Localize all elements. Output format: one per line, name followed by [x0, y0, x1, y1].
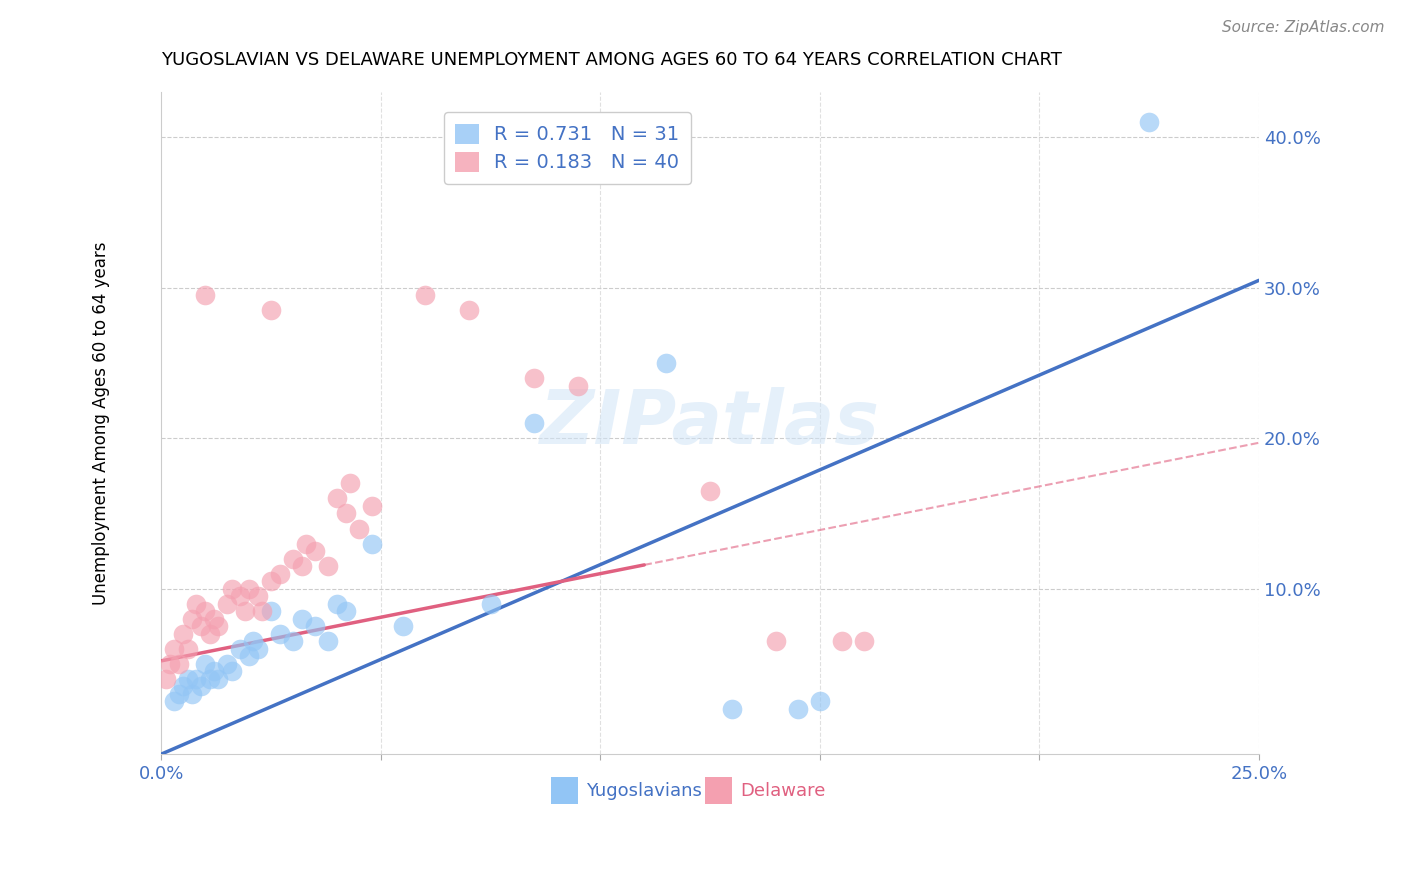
Point: [172, 680, 194, 694]
Point: [198, 672, 221, 686]
Point: [172, 627, 194, 641]
Point: [808, 694, 831, 708]
FancyBboxPatch shape: [704, 777, 733, 804]
Point: [202, 665, 225, 679]
Point: [252, 604, 274, 618]
Point: [260, 574, 283, 589]
Text: YUGOSLAVIAN VS DELAWARE UNEMPLOYMENT AMONG AGES 60 TO 64 YEARS CORRELATION CHART: YUGOSLAVIAN VS DELAWARE UNEMPLOYMENT AMO…: [162, 51, 1062, 70]
Point: [699, 483, 721, 498]
Point: [181, 612, 204, 626]
Point: [304, 544, 326, 558]
Point: [655, 356, 678, 370]
Point: [186, 672, 208, 686]
Point: [207, 672, 229, 686]
Point: [221, 582, 243, 596]
Point: [316, 634, 339, 648]
Point: [229, 589, 252, 603]
Point: [295, 536, 318, 550]
Point: [176, 672, 198, 686]
Point: [361, 499, 384, 513]
Point: [159, 657, 181, 671]
Point: [361, 536, 384, 550]
Point: [167, 657, 190, 671]
Point: [281, 551, 304, 566]
Point: [326, 597, 349, 611]
Point: [479, 597, 502, 611]
Point: [238, 649, 260, 664]
Point: [186, 597, 208, 611]
Point: [229, 641, 252, 656]
Point: [246, 641, 269, 656]
Point: [221, 665, 243, 679]
Point: [523, 371, 546, 385]
Point: [260, 604, 283, 618]
Text: Yugoslavians: Yugoslavians: [586, 781, 702, 799]
Point: [269, 627, 291, 641]
Point: [281, 634, 304, 648]
Point: [457, 303, 479, 318]
Point: [246, 589, 269, 603]
Text: Delaware: Delaware: [740, 781, 825, 799]
Point: [163, 694, 186, 708]
Point: [339, 476, 361, 491]
Point: [198, 627, 221, 641]
Point: [413, 288, 436, 302]
Point: [335, 507, 357, 521]
Point: [202, 612, 225, 626]
Text: Source: ZipAtlas.com: Source: ZipAtlas.com: [1222, 20, 1385, 35]
Point: [155, 672, 177, 686]
Point: [238, 582, 260, 596]
Point: [347, 521, 370, 535]
Point: [291, 612, 314, 626]
Point: [194, 604, 217, 618]
Point: [304, 619, 326, 633]
Point: [852, 634, 875, 648]
Point: [217, 597, 239, 611]
Point: [233, 604, 256, 618]
Point: [316, 559, 339, 574]
Point: [163, 641, 186, 656]
Point: [242, 634, 264, 648]
Legend: R = 0.731   N = 31, R = 0.183   N = 40: R = 0.731 N = 31, R = 0.183 N = 40: [444, 112, 692, 184]
Point: [326, 491, 349, 506]
Point: [176, 641, 198, 656]
Point: [190, 680, 212, 694]
Point: [207, 619, 229, 633]
Point: [523, 416, 546, 430]
Point: [194, 657, 217, 671]
Text: Unemployment Among Ages 60 to 64 years: Unemployment Among Ages 60 to 64 years: [91, 242, 110, 605]
Point: [167, 687, 190, 701]
Point: [1137, 115, 1160, 129]
Point: [831, 634, 853, 648]
FancyBboxPatch shape: [551, 777, 578, 804]
Point: [765, 634, 787, 648]
Point: [190, 619, 212, 633]
Text: ZIPatlas: ZIPatlas: [540, 387, 880, 459]
Point: [260, 303, 283, 318]
Point: [335, 604, 357, 618]
Point: [181, 687, 204, 701]
Point: [721, 702, 744, 716]
Point: [787, 702, 810, 716]
Point: [567, 378, 589, 392]
Point: [291, 559, 314, 574]
Point: [269, 566, 291, 581]
Point: [194, 288, 217, 302]
Point: [217, 657, 239, 671]
Point: [391, 619, 413, 633]
